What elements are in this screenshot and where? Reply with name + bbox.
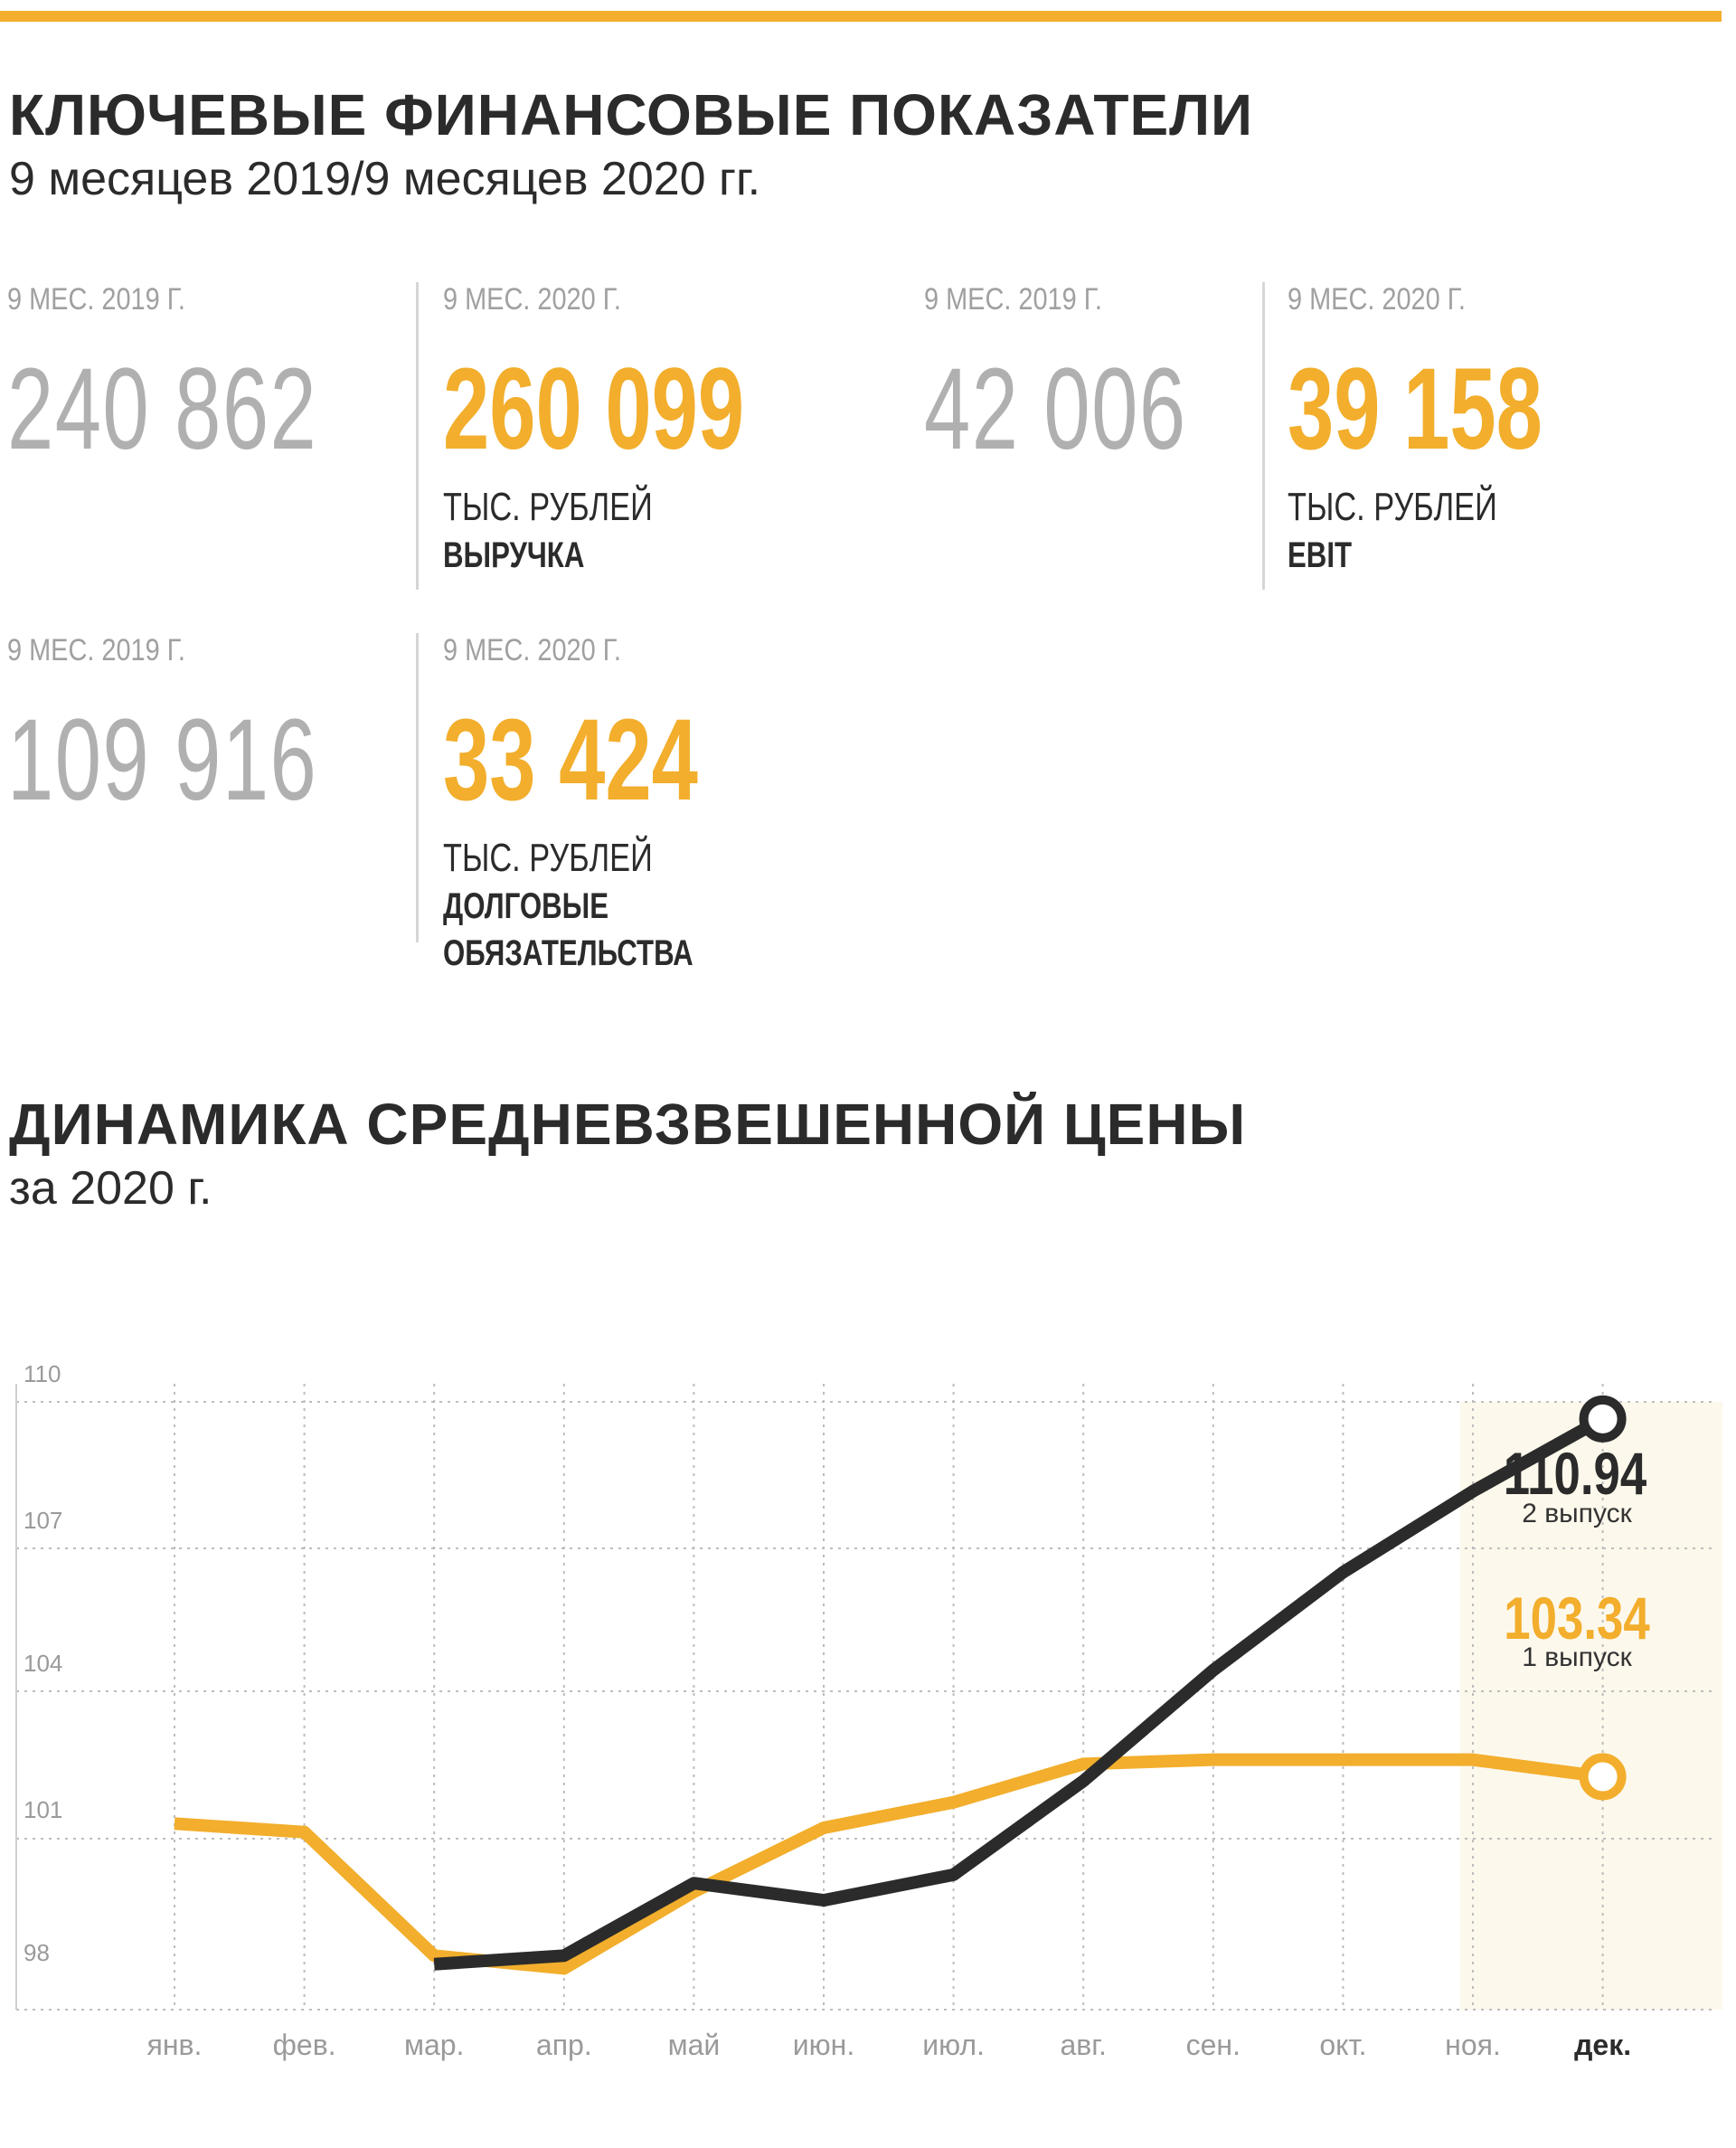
y-tick-label: 107 xyxy=(24,1507,62,1534)
series-2-line xyxy=(433,1413,1607,1971)
revenue-prev-block: 9 МЕС. 2019 Г. 240 862 xyxy=(7,282,439,468)
series-2-last-value: 110.94 xyxy=(1504,1440,1647,1507)
revenue-prev-value: 240 862 xyxy=(7,345,318,474)
debt-cur-block: 9 МЕС. 2020 Г. 33 424 ТЫС. РУБЛЕЙ ДОЛГОВ… xyxy=(443,633,797,977)
y-tick-label: 98 xyxy=(24,1939,50,1966)
series-1-last-value: 103.34 xyxy=(1504,1585,1649,1651)
page-title: КЛЮЧЕВЫЕ ФИНАНСОВЫЕ ПОКАЗАТЕЛИ xyxy=(9,82,1254,147)
revenue-cur-period: 9 МЕС. 2020 Г. xyxy=(443,282,621,317)
debt-unit: ТЫС. РУБЛЕЙ xyxy=(443,836,653,880)
y-tick-label: 101 xyxy=(24,1796,62,1823)
x-tick-label: янв. xyxy=(147,2029,203,2061)
series-1-name: 1 выпуск xyxy=(1522,1642,1632,1672)
x-tick-label: июн. xyxy=(793,2029,854,2061)
x-tick-label: сен. xyxy=(1186,2029,1241,2061)
y-tick-label: 110 xyxy=(24,1360,61,1387)
divider xyxy=(416,633,419,942)
ebit-cur-block: 9 МЕС. 2020 Г. 39 158 ТЫС. РУБЛЕЙ EBIT xyxy=(1288,282,1642,579)
debt-label-line1: ДОЛГОВЫЕ xyxy=(443,885,609,926)
revenue-unit: ТЫС. РУБЛЕЙ xyxy=(443,485,653,529)
series-2-end-marker xyxy=(1579,1395,1627,1443)
debt-prev-value: 109 916 xyxy=(7,695,318,825)
y-tick-labels: 11010710410110198 xyxy=(24,1360,62,1966)
x-tick-labels: янв. фев. мар. апр. май июн. июл. авг. сен. окт. н… xyxy=(147,2029,1632,2061)
x-tick-label: май xyxy=(668,2029,721,2061)
series-1-end-marker xyxy=(1579,1753,1627,1801)
debt-prev-period: 9 МЕС. 2019 Г. xyxy=(7,633,185,667)
price-line-chart: 11010710410110198 янв.фев.мар.апр.майиюн… xyxy=(15,1360,1722,2061)
grid-y xyxy=(16,1401,1713,2011)
x-tick-label: дек. xyxy=(1574,2029,1631,2061)
series-group xyxy=(174,1395,1627,1975)
y-tick-label: 104 xyxy=(24,1650,62,1677)
debt-cur-value: 33 424 xyxy=(443,695,698,825)
ebit-prev-period: 9 МЕС. 2019 Г. xyxy=(924,282,1102,317)
revenue-label: ВЫРУЧКА xyxy=(443,535,585,575)
divider xyxy=(1262,282,1265,590)
x-tick-label: авг. xyxy=(1060,2029,1106,2061)
chart-subtitle: за 2020 г. xyxy=(9,1162,212,1215)
x-tick-label: мар. xyxy=(404,2029,464,2061)
x-tick-label: фев. xyxy=(273,2029,336,2061)
ebit-cur-value: 39 158 xyxy=(1288,345,1543,474)
top-accent-bar xyxy=(0,11,1722,22)
x-tick-label: апр. xyxy=(536,2029,592,2061)
ebit-unit: ТЫС. РУБЛЕЙ xyxy=(1288,485,1497,529)
ebit-prev-value: 42 006 xyxy=(924,345,1187,474)
series-1-line xyxy=(174,1753,1604,1975)
x-tick-label: ноя. xyxy=(1445,2029,1501,2061)
x-tick-label: июл. xyxy=(922,2029,985,2061)
revenue-cur-block: 9 МЕС. 2020 Г. 260 099 ТЫС. РУБЛЕЙ ВЫРУЧ… xyxy=(443,282,862,579)
ebit-cur-period: 9 МЕС. 2020 Г. xyxy=(1288,282,1466,317)
debt-label-line2: ОБЯЗАТЕЛЬСТВА xyxy=(443,932,693,973)
revenue-prev-period: 9 МЕС. 2019 Г. xyxy=(7,282,185,317)
highlight-band xyxy=(1460,1402,1722,2010)
chart-title: ДИНАМИКА СРЕДНЕВЗВЕШЕННОЙ ЦЕНЫ xyxy=(9,1092,1247,1157)
debt-cur-period: 9 МЕС. 2020 Г. xyxy=(443,633,621,667)
series-2-name: 2 выпуск xyxy=(1522,1499,1632,1528)
ebit-label: EBIT xyxy=(1288,535,1353,575)
debt-prev-block: 9 МЕС. 2019 Г. 109 916 xyxy=(7,633,439,819)
page-subtitle: 9 месяцев 2019/9 месяцев 2020 гг. xyxy=(9,153,761,205)
divider xyxy=(416,282,419,590)
revenue-cur-value: 260 099 xyxy=(443,345,745,474)
ebit-prev-block: 9 МЕС. 2019 Г. 42 006 xyxy=(924,282,1289,468)
x-tick-label: окт. xyxy=(1319,2029,1366,2061)
